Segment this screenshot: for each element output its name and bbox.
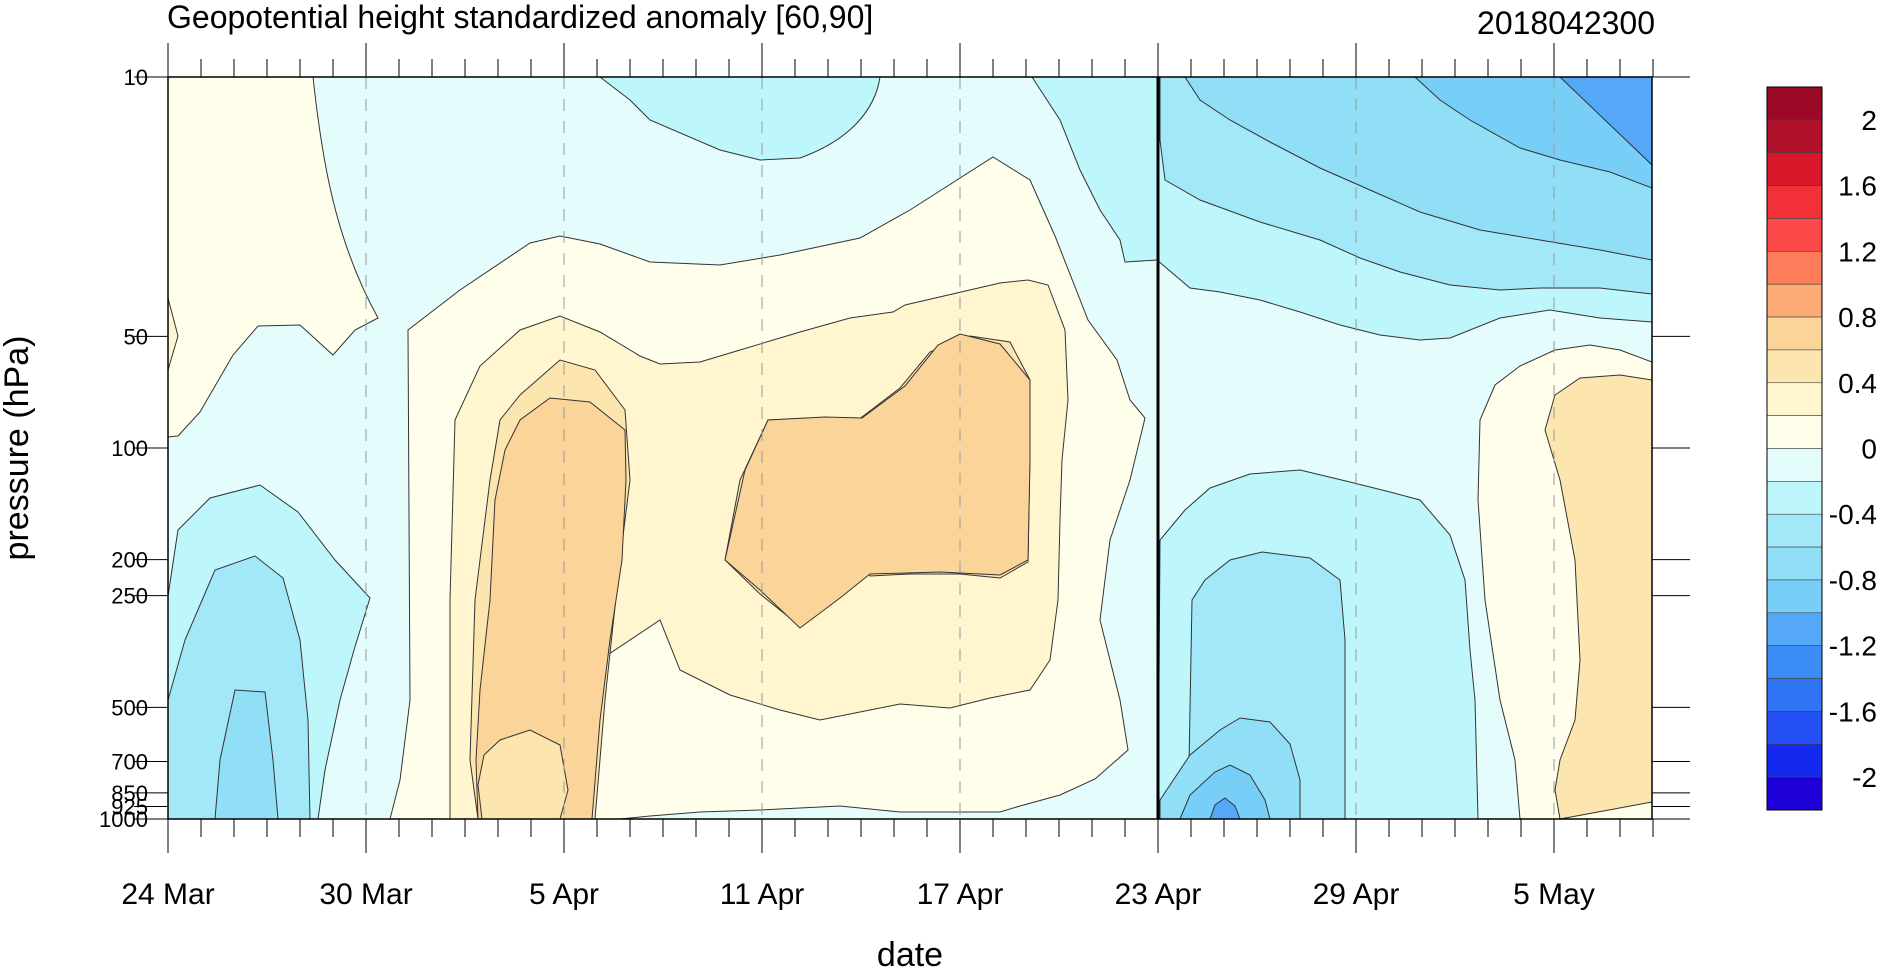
colorbar-swatch	[1766, 119, 1823, 154]
colorbar-label: 0	[1861, 434, 1877, 465]
colorbar-swatch	[1766, 711, 1823, 745]
colorbar-label: 1.6	[1838, 171, 1877, 202]
colorbar-label: -1.2	[1829, 631, 1877, 662]
contour-fill-negative-upper-center	[598, 76, 881, 161]
chart-date-stamp: 2018042300	[1477, 5, 1655, 41]
y-tick-label: 200	[111, 548, 148, 573]
x-tick-label: 24 Mar	[121, 878, 214, 911]
colorbar-swatch	[1766, 645, 1823, 679]
colorbar-swatch	[1766, 481, 1823, 515]
x-tick-label: 17 Apr	[917, 878, 1004, 911]
y-tick-label: 925	[111, 794, 148, 819]
colorbar-frame	[1766, 86, 1823, 811]
y-tick-label: 700	[111, 750, 148, 775]
x-tick-label: 5 May	[1513, 878, 1595, 911]
colorbar-label: 0.8	[1838, 302, 1877, 333]
x-axis-label: date	[877, 936, 943, 969]
y-tick-label: 1000	[99, 807, 148, 832]
x-tick-label: 29 Apr	[1313, 878, 1400, 911]
colorbar-label: 0.4	[1838, 368, 1877, 399]
colorbar-swatch	[1766, 185, 1823, 219]
y-tick-label: 250	[111, 584, 148, 609]
colorbar-swatch	[1766, 743, 1823, 778]
y-tick-label: 50	[124, 324, 148, 349]
contour-fill-positive-central-0.6	[475, 397, 627, 820]
colorbar: 2 1.6 1.2 0.8 0.4 0 -0.4 -0.8 -1.2 -1.6 -2	[1766, 86, 1877, 811]
colorbar-label: 2	[1861, 105, 1877, 136]
colorbar-swatch	[1766, 579, 1823, 614]
y-tick-label: 500	[111, 695, 148, 720]
contour-fill-positive-lower-right-0.2	[1544, 374, 1653, 820]
chart-title: Geopotential height standardized anomaly…	[167, 0, 873, 35]
colorbar-label: -1.6	[1829, 696, 1877, 727]
x-axis-ticks: 24 Mar 30 Mar 5 Apr 11 Apr 17 Apr 23 Apr 29 Ap…	[121, 43, 1654, 911]
colorbar-swatch	[1766, 86, 1823, 121]
x-tick-label: 11 Apr	[720, 878, 805, 911]
colorbar-label: -0.4	[1829, 499, 1877, 530]
colorbar-swatch	[1766, 152, 1823, 186]
colorbar-swatch	[1766, 448, 1823, 482]
colorbar-swatch	[1766, 283, 1823, 318]
colorbar-swatch	[1766, 513, 1823, 548]
contour-fills	[167, 76, 1653, 820]
colorbar-swatch	[1766, 546, 1823, 581]
colorbar-swatch	[1766, 251, 1823, 285]
colorbar-label: -0.8	[1829, 565, 1877, 596]
colorbar-label: 1.2	[1838, 236, 1877, 267]
contour-fill-negative-lower-right-4	[1179, 764, 1271, 820]
colorbar-swatch	[1766, 349, 1823, 384]
y-tick-label: 850	[111, 781, 148, 806]
colorbar-swatch	[1766, 316, 1823, 351]
x-tick-label: 5 Apr	[529, 878, 599, 911]
plot-area: 24 Mar 30 Mar 5 Apr 11 Apr 17 Apr 23 Apr 29 Ap…	[99, 43, 1690, 911]
contour-fill-positive-central-0.6-inner	[477, 729, 569, 820]
colorbar-swatch	[1766, 415, 1823, 449]
colorbar-swatch	[1766, 776, 1823, 811]
contour-fill-positive-central-0.6b	[724, 333, 1031, 629]
x-tick-label: 23 Apr	[1115, 878, 1202, 911]
y-axis-label: pressure (hPa)	[0, 336, 36, 561]
colorbar-swatch	[1766, 678, 1823, 712]
y-tick-label: 10	[124, 65, 148, 90]
colorbar-label: -2	[1852, 762, 1877, 793]
colorbar-swatch	[1766, 612, 1823, 646]
colorbar-swatch	[1766, 382, 1823, 416]
y-tick-label: 100	[111, 436, 148, 461]
colorbar-swatch	[1766, 218, 1823, 252]
x-tick-label: 30 Mar	[319, 878, 412, 911]
contour-fill-positive-upper-left	[167, 76, 379, 438]
